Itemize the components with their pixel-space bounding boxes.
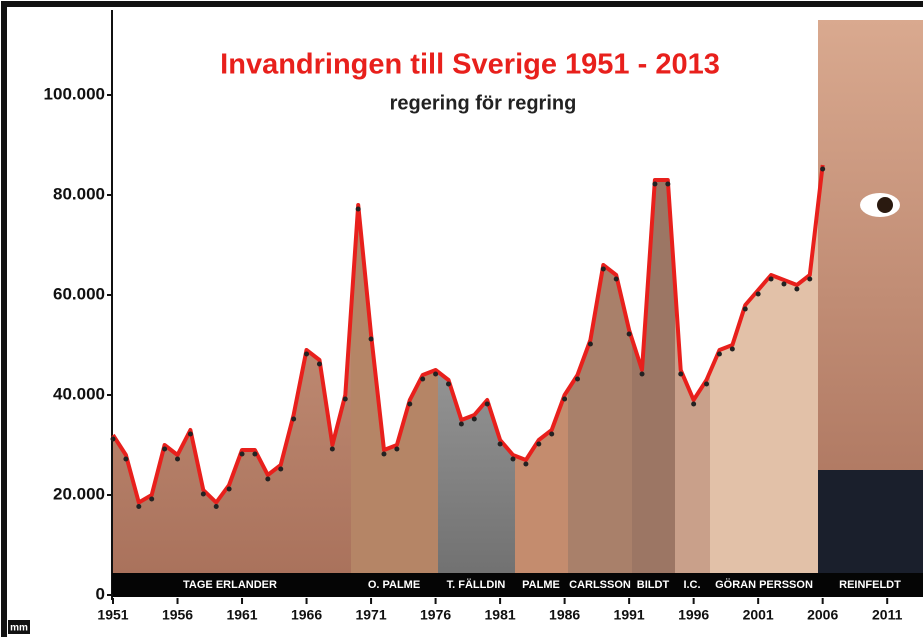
data-point [459,422,464,427]
data-point [188,432,193,437]
data-point [162,447,167,452]
data-point [678,372,683,377]
data-point [356,207,361,212]
government-name: REINFELDT [839,579,901,591]
data-point [691,402,696,407]
government-name: BILDT [637,579,670,591]
x-tick-label: 1991 [614,607,645,623]
data-point [511,457,516,462]
x-tick-label: 2011 [872,607,903,623]
data-point [756,292,761,297]
data-point [472,417,477,422]
data-point [704,382,709,387]
data-point [498,442,503,447]
government-name: CARLSSON [569,579,631,591]
x-tick-label: 1956 [162,607,193,623]
data-point [743,307,748,312]
data-point [769,277,774,282]
data-point [330,447,335,452]
x-tick-label: 1976 [420,607,451,623]
government-name: TAGE ERLANDER [183,579,277,591]
chart-subtitle: regering för regring [390,92,577,114]
data-point [549,432,554,437]
chart: Invandringen till Sverige 1951 - 2013 re… [0,0,923,637]
data-point [420,377,425,382]
data-point [369,337,374,342]
x-tick-label: 1966 [291,607,322,623]
data-point [304,352,309,357]
y-tick-label: 60.000 [53,284,105,303]
data-point [291,417,296,422]
y-tick-label: 40.000 [53,384,105,403]
logo: mm [10,623,28,634]
data-point [640,372,645,377]
data-point [601,267,606,272]
data-point [227,487,232,492]
x-tick-label: 1986 [549,607,580,623]
y-tick-label: 20.000 [53,484,105,503]
y-tick-label: 0 [96,584,105,603]
data-point [381,452,386,457]
data-point [343,397,348,402]
government-name: O. PALME [368,579,420,591]
data-point [575,377,580,382]
x-tick-label: 1981 [485,607,516,623]
government-name: T. FÄLLDIN [447,578,506,591]
data-point [214,504,219,509]
data-point [433,372,438,377]
data-point [536,442,541,447]
data-point [175,457,180,462]
data-point [781,282,786,287]
data-point [278,467,283,472]
x-tick-label: 1951 [97,607,128,623]
x-tick-label: 2001 [743,607,774,623]
data-point [627,332,632,337]
data-point [446,382,451,387]
y-tick-label: 80.000 [53,184,105,203]
data-point [317,362,322,367]
data-point [136,504,141,509]
government-name: PALME [522,579,560,591]
data-point [807,277,812,282]
data-point [562,397,567,402]
x-tick-label: 1971 [355,607,386,623]
government-name: GÖRAN PERSSON [715,578,813,591]
data-point [149,497,154,502]
data-point [523,462,528,467]
data-point [665,182,670,187]
data-point [730,347,735,352]
portrait-pupil [877,197,893,213]
y-tick-label: 100.000 [44,84,105,103]
x-tick-label: 2006 [807,607,838,623]
data-point [614,277,619,282]
data-point [394,447,399,452]
chart-title: Invandringen till Sverige 1951 - 2013 [220,49,720,81]
x-tick-label: 1996 [678,607,709,623]
data-point [794,287,799,292]
data-point [717,352,722,357]
data-point [588,342,593,347]
portrait-suit [818,470,923,575]
data-point [485,402,490,407]
data-point [252,452,257,457]
data-point [111,437,116,442]
x-tick-label: 1961 [226,607,257,623]
data-point [652,182,657,187]
data-point [407,402,412,407]
data-point [820,167,825,172]
data-point [123,457,128,462]
data-point [240,452,245,457]
data-point [201,492,206,497]
government-name: I.C. [683,579,700,591]
data-point [265,477,270,482]
